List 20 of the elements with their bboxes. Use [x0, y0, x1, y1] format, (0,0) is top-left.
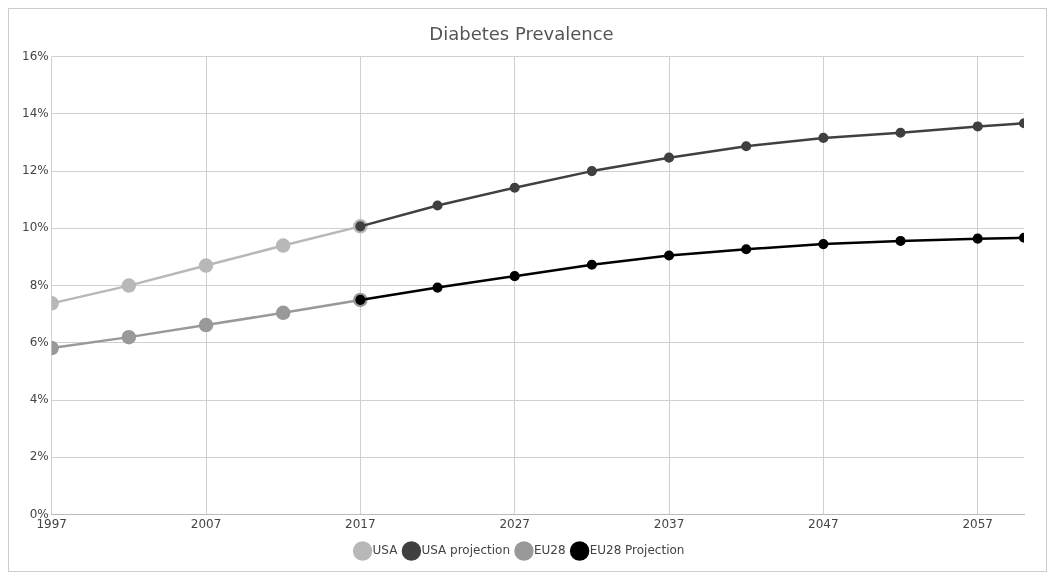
legend-label: USA: [372, 543, 399, 558]
x-tick-label: 2017: [345, 516, 376, 531]
x-tick-label: 2007: [190, 516, 222, 531]
y-tick-label: 16%: [22, 48, 49, 63]
y-tick-label: 12%: [22, 163, 49, 178]
y-tick-label: 2%: [29, 449, 49, 464]
y-tick-label: 4%: [29, 392, 49, 407]
x-tick-label: 2027: [499, 516, 530, 531]
legend-label: USA projection: [421, 543, 510, 558]
x-tick-label: 2047: [808, 516, 839, 531]
x-tick-label: 2037: [653, 516, 685, 531]
y-tick-label: 14%: [22, 105, 49, 120]
y-tick-label: 8%: [29, 277, 49, 292]
legend-label: EU28 Projection: [589, 543, 685, 558]
y-tick-label: 10%: [22, 220, 49, 235]
y-tick-label: 6%: [29, 334, 49, 349]
x-tick-label: 1997: [36, 516, 67, 531]
legend-label: EU28: [533, 543, 566, 558]
chart-title: Diabetes Prevalence: [429, 23, 614, 45]
x-tick-label: 2057: [962, 516, 993, 531]
